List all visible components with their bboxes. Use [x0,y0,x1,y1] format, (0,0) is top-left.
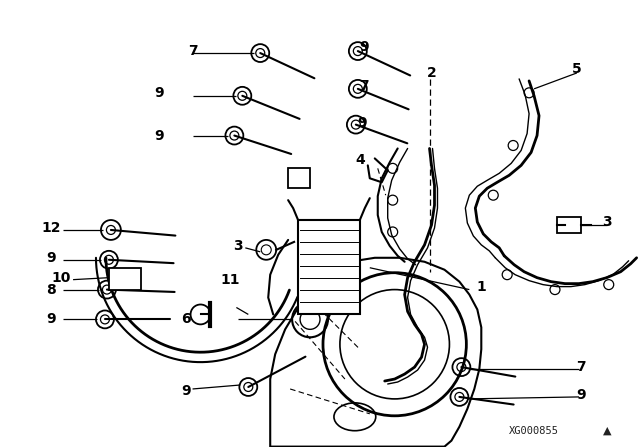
Text: 1: 1 [476,280,486,293]
Text: 4: 4 [355,153,365,168]
Text: 9: 9 [576,388,586,402]
Text: 9: 9 [46,251,56,265]
Text: 5: 5 [572,62,582,76]
Text: 9: 9 [359,40,369,54]
Text: 3: 3 [234,239,243,253]
Text: 9: 9 [46,312,56,327]
Text: XG000855: XG000855 [509,426,559,436]
Polygon shape [109,268,141,289]
Polygon shape [557,217,581,233]
Text: ▲: ▲ [602,426,611,436]
Text: 2: 2 [427,66,436,80]
Text: 11: 11 [221,273,240,287]
Text: 3: 3 [602,215,612,229]
Text: 12: 12 [42,221,61,235]
Text: 9: 9 [154,86,163,100]
Text: 9: 9 [357,116,367,129]
Polygon shape [288,168,310,188]
Polygon shape [298,220,360,314]
Text: 10: 10 [51,271,71,284]
Text: 7: 7 [359,79,369,93]
Text: 7: 7 [576,360,586,374]
Text: 6: 6 [180,312,190,327]
Text: 9: 9 [154,129,163,142]
Text: 9: 9 [180,384,190,398]
Text: 8: 8 [46,283,56,297]
Text: 7: 7 [188,44,197,58]
Polygon shape [270,258,481,447]
